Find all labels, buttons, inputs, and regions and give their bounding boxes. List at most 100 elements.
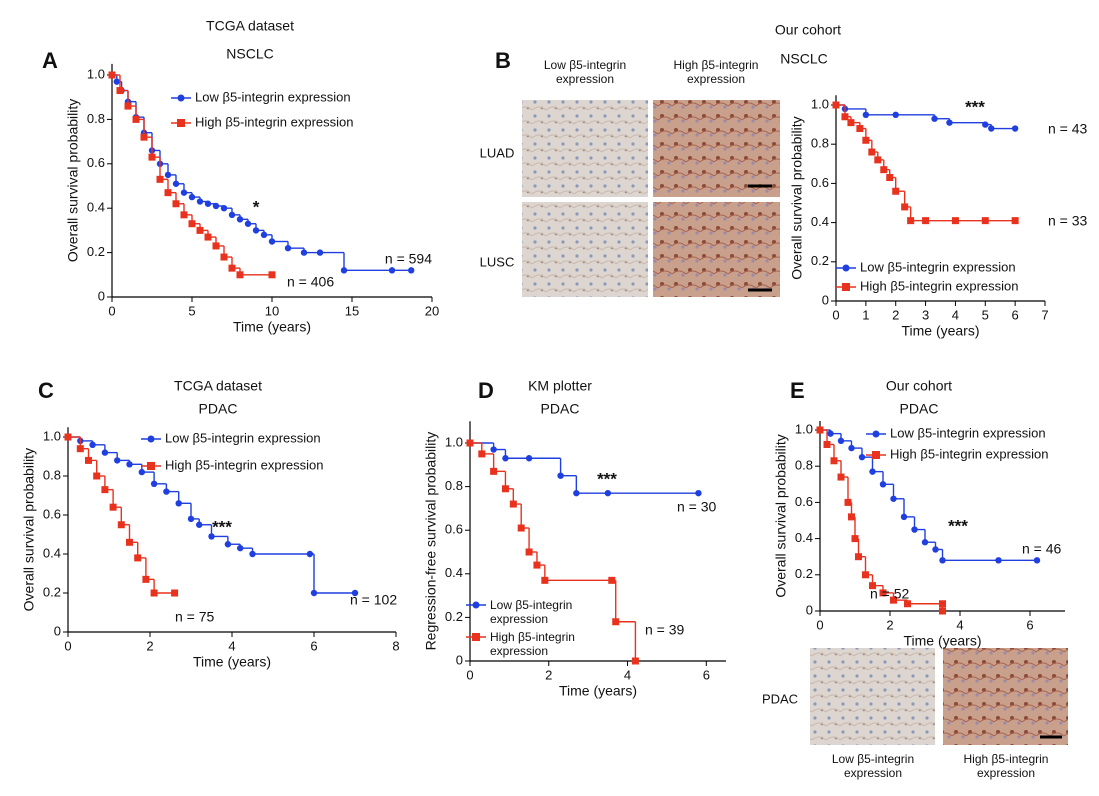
- marker: [862, 136, 870, 144]
- marker: [951, 217, 959, 225]
- y-tick-label: 0.6: [87, 155, 105, 170]
- annotation: ***: [597, 469, 617, 488]
- chart-title: TCGA dataset: [174, 378, 262, 394]
- annotation: n = 102: [350, 592, 397, 608]
- y-tick-label: 0.8: [795, 458, 813, 473]
- marker: [932, 546, 939, 553]
- x-tick-label: 20: [425, 303, 439, 318]
- marker: [126, 461, 133, 468]
- y-tick-label: 0.8: [445, 478, 463, 493]
- y-tick-label: 0: [98, 288, 105, 303]
- marker: [886, 174, 894, 182]
- x-tick-label: 6: [1026, 617, 1033, 632]
- marker: [816, 426, 824, 434]
- marker: [132, 115, 140, 123]
- annotation: n = 30: [677, 499, 717, 515]
- marker: [862, 571, 869, 579]
- y-tick-label: 0: [822, 292, 829, 307]
- image-row-label: LUSC: [480, 254, 515, 269]
- legend-label: Low β5-integrin expression: [490, 598, 573, 626]
- marker: [188, 220, 196, 228]
- x-tick-label: 6: [310, 638, 317, 653]
- panel-letter: E: [790, 378, 805, 403]
- marker: [172, 180, 180, 187]
- marker: [907, 217, 915, 225]
- x-tick-label: 4: [624, 667, 631, 682]
- y-tick-label: 0.2: [87, 244, 105, 259]
- image-luad-low: [522, 100, 648, 197]
- marker: [220, 205, 228, 212]
- marker: [904, 600, 911, 608]
- marker: [939, 557, 946, 564]
- marker: [573, 489, 580, 497]
- marker: [175, 500, 182, 507]
- x-tick-label: 4: [956, 617, 963, 632]
- marker: [879, 481, 887, 488]
- y-axis-label: Regression-free survival probability: [423, 432, 439, 651]
- x-tick-label: 6: [703, 667, 710, 682]
- marker: [995, 557, 1002, 564]
- annotation: ***: [948, 516, 968, 535]
- marker: [310, 589, 318, 597]
- y-tick-label: 0.4: [43, 545, 61, 560]
- legend-label: High β5-integrin expression: [860, 278, 1019, 293]
- marker: [921, 539, 929, 546]
- x-tick-label: 8: [392, 638, 399, 653]
- marker: [855, 553, 862, 561]
- x-tick-label: 5: [188, 303, 195, 318]
- image-row-label: PDAC: [762, 691, 798, 706]
- image-lusc-low: [522, 202, 648, 297]
- y-axis-label: Overall survival probability: [65, 99, 81, 262]
- legend-marker: [177, 119, 185, 127]
- marker: [879, 589, 887, 597]
- marker: [171, 589, 179, 597]
- marker: [101, 486, 109, 494]
- marker: [284, 244, 292, 252]
- marker: [236, 271, 244, 279]
- y-axis-label: Overall survival probability: [773, 434, 789, 597]
- legend-marker: [177, 94, 185, 102]
- y-tick-label: 1.0: [445, 434, 463, 449]
- marker: [922, 217, 930, 225]
- annotation: n = 43: [1048, 121, 1088, 137]
- marker: [108, 71, 116, 79]
- marker: [490, 467, 498, 475]
- marker: [244, 220, 252, 227]
- y-tick-label: 0.2: [795, 566, 813, 581]
- marker: [862, 111, 870, 119]
- y-axis-label: Overall survival probability: [789, 116, 805, 279]
- x-tick-label: 0: [108, 303, 115, 318]
- y-tick-label: 0.6: [811, 175, 829, 190]
- marker: [134, 554, 142, 562]
- marker: [114, 457, 121, 464]
- marker: [502, 455, 509, 462]
- marker: [557, 472, 564, 479]
- marker: [631, 657, 639, 665]
- panel-letter: C: [38, 378, 54, 403]
- marker: [1011, 217, 1019, 225]
- y-tick-label: 0: [54, 623, 61, 638]
- y-tick-label: 0.6: [445, 522, 463, 537]
- x-tick-label: 4: [228, 638, 235, 653]
- annotation: n = 46: [1022, 541, 1062, 557]
- marker: [156, 175, 164, 183]
- y-tick-label: 0.4: [445, 565, 463, 580]
- y-tick-label: 0.4: [811, 214, 829, 229]
- marker: [260, 231, 268, 239]
- marker: [981, 217, 989, 225]
- x-tick-label: 2: [892, 307, 899, 322]
- marker: [164, 189, 172, 197]
- annotation: n = 75: [175, 609, 215, 625]
- marker: [196, 521, 203, 528]
- x-tick-label: 5: [982, 307, 989, 322]
- marker: [316, 249, 324, 256]
- image-column-label: Low β5-integrin expression: [831, 752, 915, 780]
- marker: [113, 78, 121, 85]
- legend-marker: [472, 633, 480, 641]
- image-column-label: High β5-integrin expression: [963, 752, 1049, 780]
- x-tick-label: 15: [345, 303, 359, 318]
- marker: [880, 166, 888, 174]
- marker: [148, 153, 156, 161]
- y-tick-label: 0.8: [811, 136, 829, 151]
